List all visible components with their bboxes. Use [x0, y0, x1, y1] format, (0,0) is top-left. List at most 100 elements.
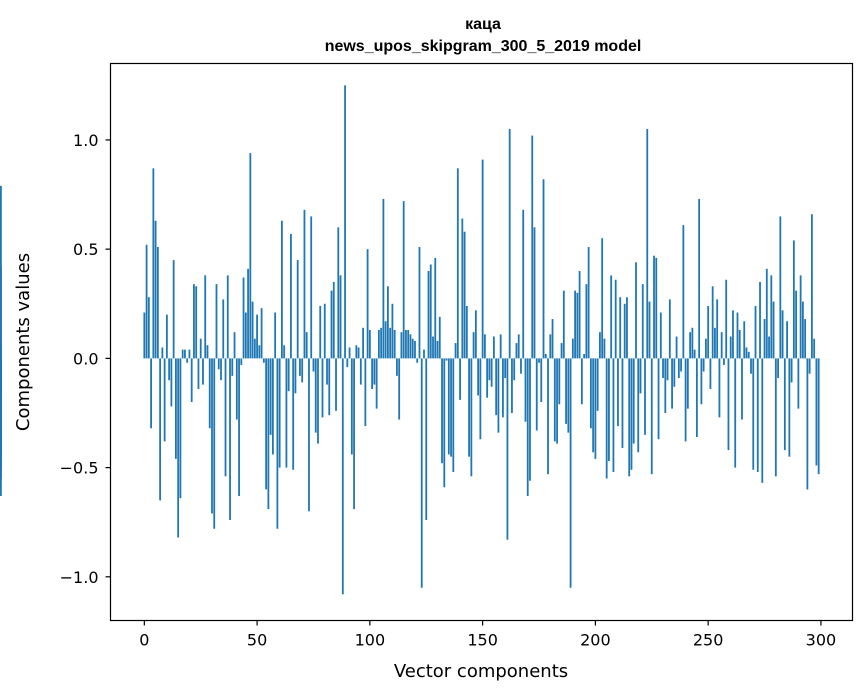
bar	[745, 347, 748, 359]
bar	[222, 299, 225, 359]
bar	[163, 358, 166, 442]
bar	[772, 301, 775, 359]
bar	[727, 358, 730, 451]
bar	[427, 271, 430, 359]
bar	[637, 358, 640, 453]
bar	[774, 358, 777, 477]
bar	[177, 358, 180, 538]
bar	[244, 312, 247, 359]
bar	[400, 332, 403, 359]
bar	[213, 358, 216, 529]
bar	[332, 281, 335, 359]
bar	[632, 358, 635, 444]
bar	[804, 319, 807, 359]
bar	[488, 358, 491, 381]
bar	[447, 358, 450, 455]
bar	[249, 153, 252, 359]
bar	[269, 358, 272, 435]
bar	[759, 281, 761, 359]
bar	[344, 85, 346, 359]
bar	[170, 358, 173, 407]
bar	[260, 308, 263, 359]
bar	[709, 358, 712, 389]
x-axis-label: Vector components	[394, 661, 568, 682]
bar	[551, 319, 554, 359]
bar	[594, 358, 597, 459]
bar	[323, 303, 326, 359]
bar	[531, 135, 534, 359]
bar	[777, 358, 779, 379]
x-tick-label: 300	[806, 631, 837, 650]
bar	[393, 329, 396, 359]
bar	[150, 358, 152, 429]
bar	[790, 358, 793, 383]
bar	[497, 358, 500, 433]
bar	[493, 336, 495, 359]
bar	[355, 345, 358, 359]
bar	[364, 358, 367, 427]
bar	[544, 354, 547, 359]
bar	[813, 338, 816, 359]
bar	[695, 358, 698, 438]
bar	[463, 231, 466, 359]
bar	[258, 345, 261, 359]
bar	[754, 305, 757, 359]
bar	[348, 347, 351, 359]
bar	[684, 358, 687, 442]
bar	[454, 343, 457, 359]
bar	[373, 358, 376, 385]
bar	[411, 338, 414, 359]
bar	[287, 358, 290, 392]
bar	[617, 358, 619, 427]
bar	[558, 358, 561, 405]
bar	[646, 129, 649, 359]
bar	[179, 358, 182, 499]
bar	[211, 358, 213, 514]
y-tick-label: 1.0	[73, 131, 98, 150]
bar	[186, 358, 189, 363]
bar	[253, 338, 256, 359]
bar	[562, 290, 565, 359]
bar	[450, 358, 452, 457]
bar	[441, 358, 443, 464]
bar	[599, 332, 601, 359]
bar	[206, 345, 209, 359]
bar	[614, 279, 617, 359]
bar	[603, 338, 606, 359]
bar	[429, 264, 432, 359]
bar	[619, 297, 622, 359]
bar	[589, 358, 592, 429]
bar	[256, 314, 258, 359]
bar	[508, 129, 511, 359]
bar	[405, 329, 407, 359]
bar	[202, 358, 204, 385]
bar	[601, 238, 604, 359]
bar	[301, 358, 304, 383]
bar	[305, 332, 308, 359]
bar	[490, 358, 493, 387]
bar	[583, 354, 586, 359]
bar	[504, 358, 507, 379]
bar	[281, 220, 283, 359]
bar	[553, 358, 556, 442]
bar	[513, 358, 516, 381]
bar	[353, 358, 355, 510]
bar	[407, 329, 410, 359]
bar	[247, 268, 249, 359]
bar	[691, 327, 694, 359]
bar	[743, 321, 746, 359]
bar	[524, 358, 527, 422]
bar	[368, 329, 371, 359]
bar	[296, 260, 299, 359]
bar	[271, 358, 274, 455]
bar	[391, 303, 394, 359]
bar	[445, 358, 448, 361]
bar	[686, 358, 689, 409]
bar	[576, 292, 579, 359]
bar	[231, 358, 234, 376]
bar	[357, 347, 360, 359]
bar	[538, 358, 540, 363]
bar	[184, 349, 186, 359]
bar	[175, 358, 177, 459]
bar	[655, 257, 658, 359]
